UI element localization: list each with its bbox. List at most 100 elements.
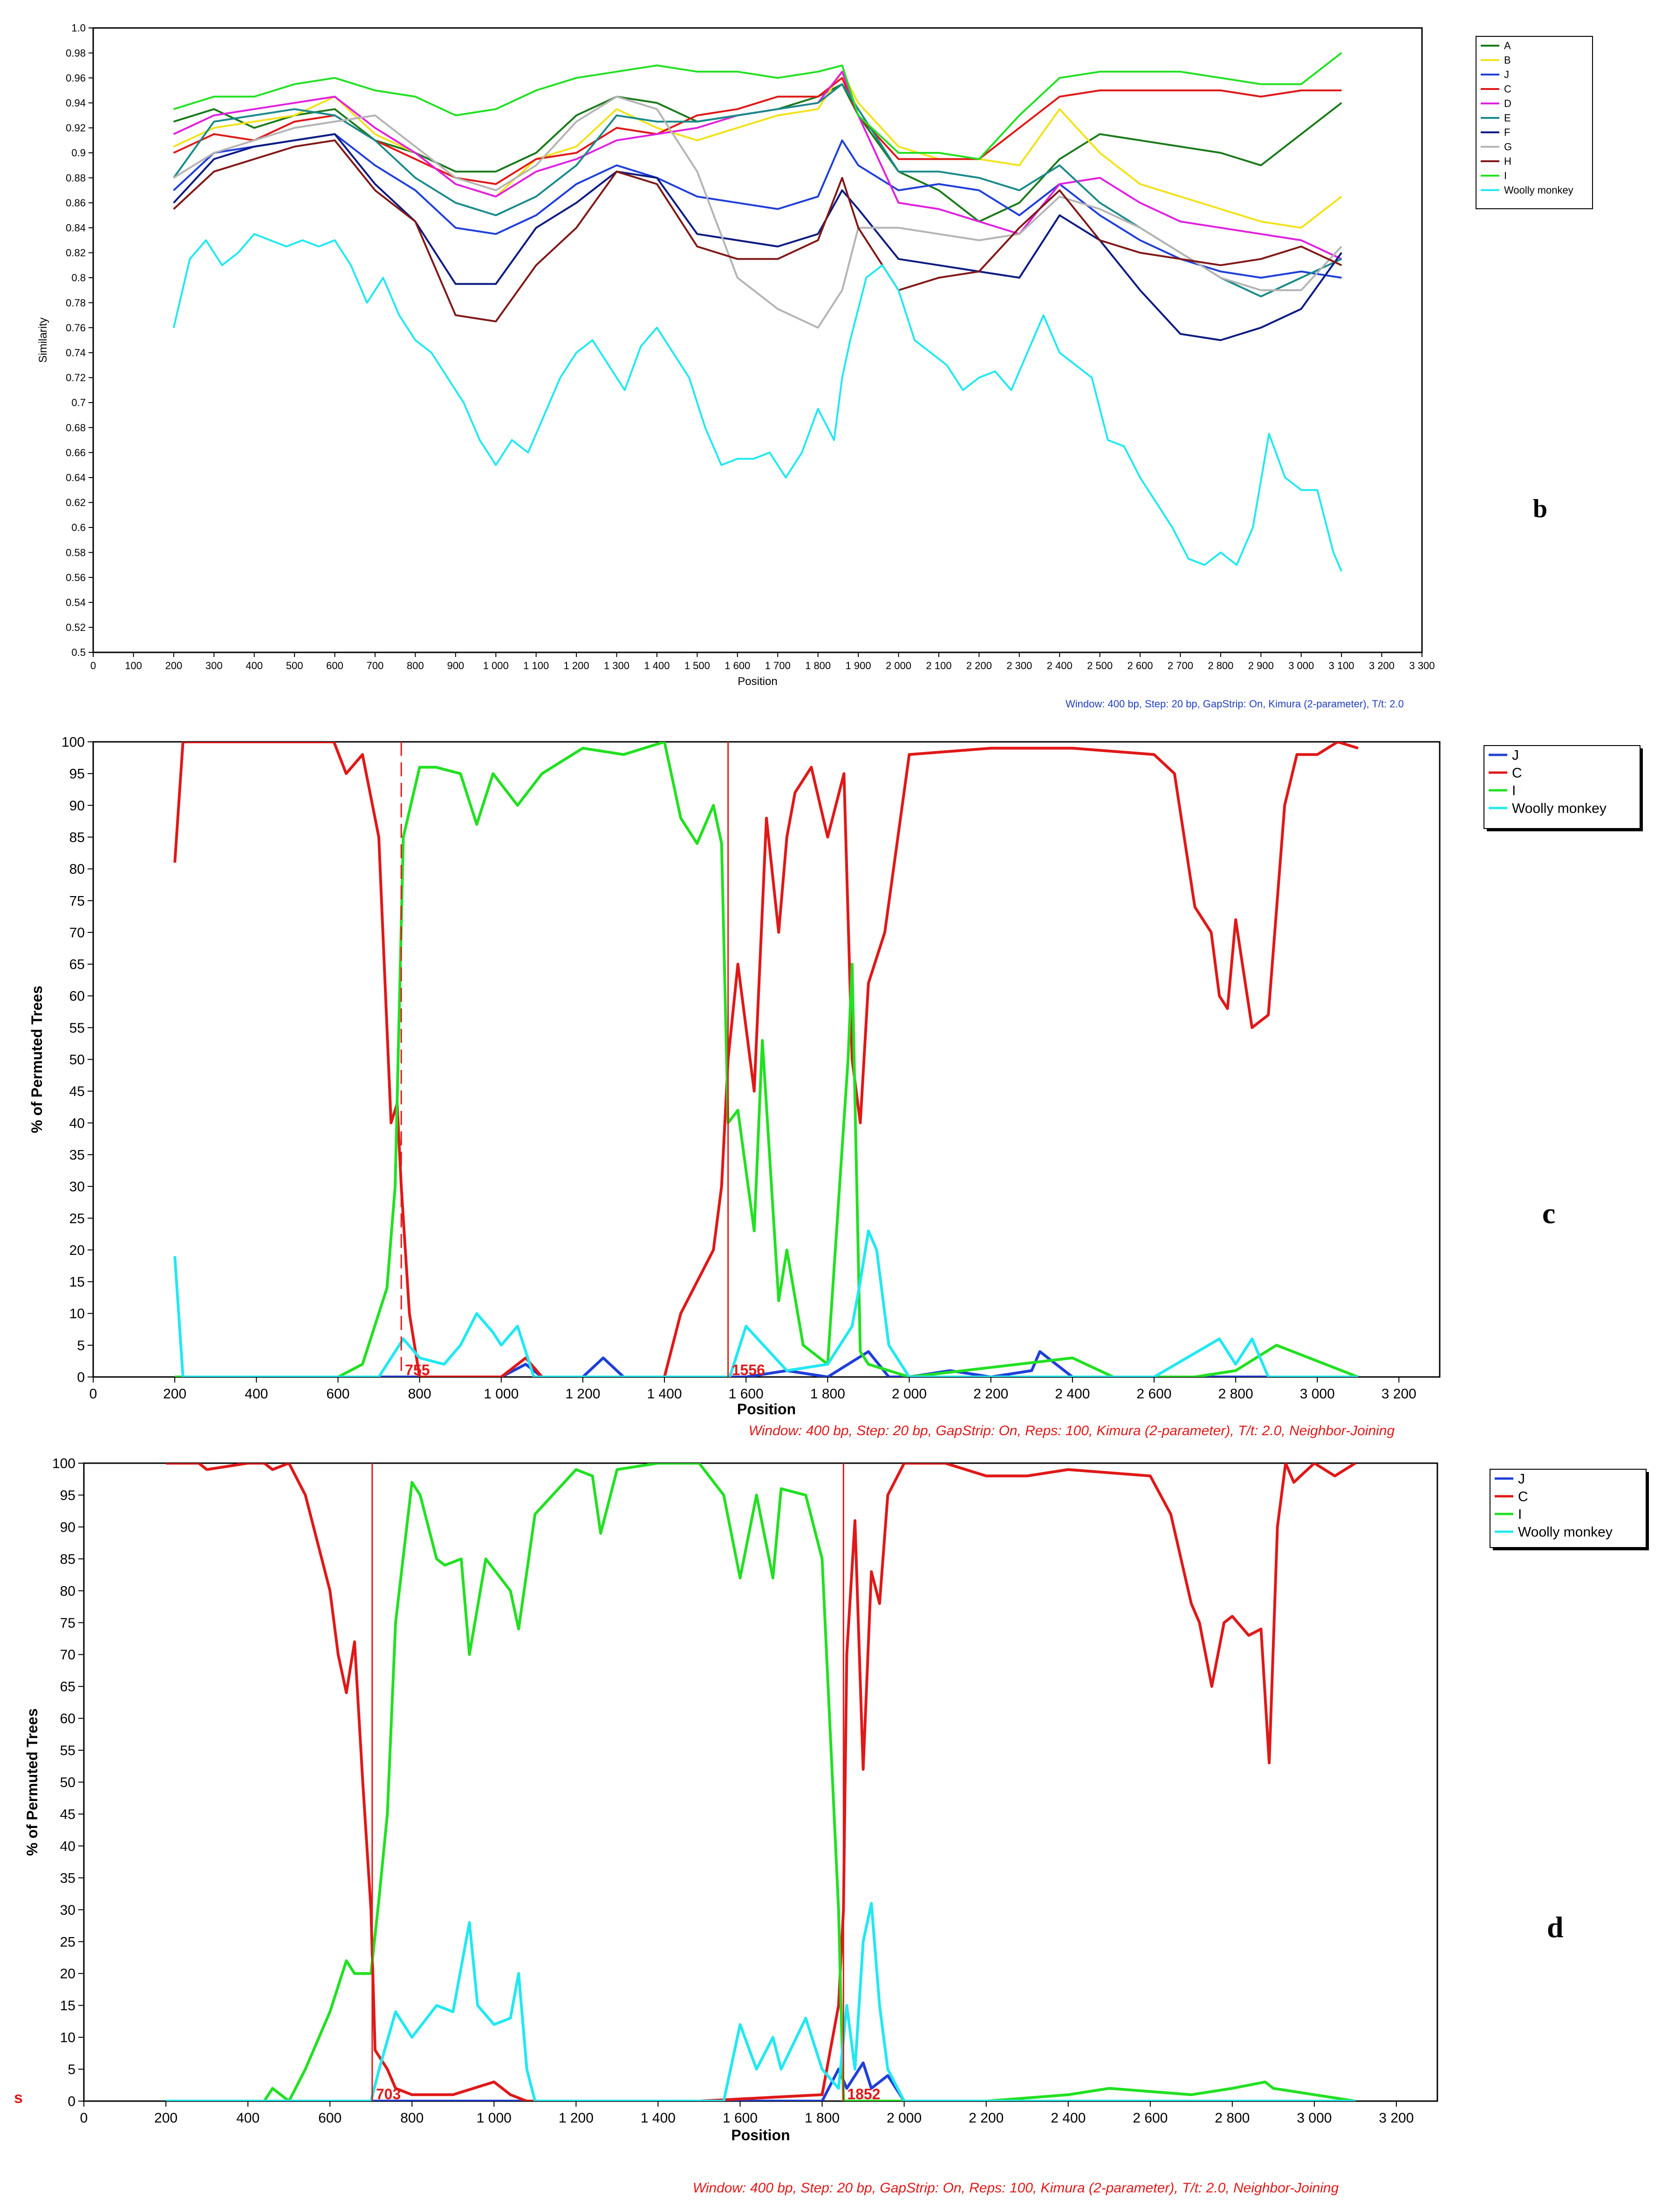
data-point <box>1235 1363 1236 1365</box>
y-tick-label: 5 <box>77 1338 85 1353</box>
data-point <box>817 233 819 235</box>
data-point <box>1260 96 1262 97</box>
data-point <box>938 265 939 266</box>
data-point <box>386 1287 388 1288</box>
data-point <box>616 171 617 172</box>
x-tick-label: 1 600 <box>729 1386 764 1402</box>
x-tick-label: 3 200 <box>1379 2110 1414 2126</box>
data-point <box>455 115 456 116</box>
data-point <box>395 2011 396 2013</box>
x-tick-label: 2 600 <box>1127 660 1153 671</box>
data-point <box>737 259 738 260</box>
data-point <box>721 465 722 466</box>
data-point <box>512 439 513 441</box>
data-point <box>1180 221 1181 222</box>
y-tick-label: 0.9 <box>71 147 86 159</box>
data-point <box>713 1249 714 1251</box>
data-point <box>858 115 859 116</box>
data-point <box>846 2005 848 2006</box>
data-point <box>805 2018 807 2019</box>
data-point <box>1059 109 1060 110</box>
data-point <box>415 152 416 153</box>
data-point <box>305 1494 306 1496</box>
data-point <box>1043 315 1044 316</box>
data-point <box>366 302 368 303</box>
y-tick-label: 0 <box>77 1370 85 1385</box>
data-point <box>431 352 432 353</box>
data-point <box>862 1941 864 1942</box>
data-point <box>801 452 802 453</box>
data-point <box>898 190 899 191</box>
x-tick-label: 600 <box>326 1386 349 1402</box>
plot-frame <box>83 1462 1438 2102</box>
data-point <box>1227 1008 1228 1009</box>
data-point <box>846 2088 848 2089</box>
data-point <box>1019 215 1020 216</box>
data-point <box>535 90 537 91</box>
data-point <box>173 327 174 328</box>
data-point <box>247 1463 248 1464</box>
data-point <box>616 109 617 110</box>
y-tick-label: 60 <box>60 1711 75 1726</box>
x-tick-label: 2 200 <box>969 2110 1004 2126</box>
legend-label: C <box>1512 766 1522 781</box>
data-point <box>737 240 738 241</box>
data-point <box>1211 1686 1212 1687</box>
data-point <box>1300 83 1302 85</box>
x-axis-label: Position <box>738 675 777 688</box>
data-point <box>805 1494 807 1496</box>
data-point <box>1072 747 1073 749</box>
data-point <box>1067 1469 1069 1470</box>
data-point <box>1300 227 1302 228</box>
data-point <box>198 1463 199 1464</box>
breakpoint-label: 1852 <box>847 2086 880 2102</box>
data-point <box>944 1463 946 1464</box>
y-tick-label: 0.88 <box>66 172 86 184</box>
bootscan-plot-c: 0 5 10 15 20 25 30 35 40 45 50 55 60 65 70 75 80 85 90 95 10… <box>28 735 1643 1438</box>
data-point <box>821 2094 823 2096</box>
data-point <box>1039 1351 1040 1352</box>
y-tick-label: 90 <box>60 1520 75 1535</box>
data-point <box>623 754 624 755</box>
x-tick-label: 2 000 <box>892 1386 927 1402</box>
series-line-woolly-monkey <box>173 1229 1358 1377</box>
data-point <box>817 408 819 410</box>
data-point <box>1170 1513 1171 1515</box>
data-point <box>477 2005 478 2006</box>
data-point <box>411 1482 412 1483</box>
data-point <box>286 246 287 247</box>
data-point <box>221 265 223 266</box>
y-tick-label: 75 <box>60 1616 75 1631</box>
x-tick-label: 2 000 <box>887 2110 922 2126</box>
data-point <box>777 115 778 116</box>
y-tick-label: 0.54 <box>66 597 86 609</box>
data-point <box>501 1345 502 1346</box>
bootscan-plot-c-panel: 0 5 10 15 20 25 30 35 40 45 50 55 60 65 70 75 80 85 90 95 10… <box>0 720 1668 1442</box>
data-point <box>1358 747 1359 749</box>
data-point <box>1268 1014 1269 1015</box>
data-point <box>350 265 351 266</box>
data-point <box>1188 558 1189 559</box>
data-point <box>1027 352 1028 353</box>
data-point <box>841 140 843 141</box>
data-point <box>362 754 363 755</box>
data-point <box>739 2024 741 2025</box>
data-point <box>1232 1616 1233 1617</box>
data-point <box>938 184 939 185</box>
data-point <box>395 2088 396 2089</box>
data-point <box>1059 77 1060 78</box>
data-point <box>780 2068 782 2070</box>
y-tick-label: 70 <box>60 1647 75 1663</box>
data-point <box>213 171 215 172</box>
y-tick-label: 0.96 <box>66 72 86 84</box>
data-point <box>1180 333 1181 335</box>
x-tick-label: 0 <box>90 660 96 671</box>
data-point <box>871 1571 872 1572</box>
data-point <box>346 773 347 774</box>
data-point <box>1059 96 1060 97</box>
data-point <box>1154 754 1155 755</box>
y-tick-label: 0.56 <box>66 572 86 583</box>
parameters-footnote: Window: 400 bp, Step: 20 bp, GapStrip: O… <box>693 2180 1339 2196</box>
data-point <box>887 2075 889 2076</box>
data-point <box>1172 527 1173 528</box>
